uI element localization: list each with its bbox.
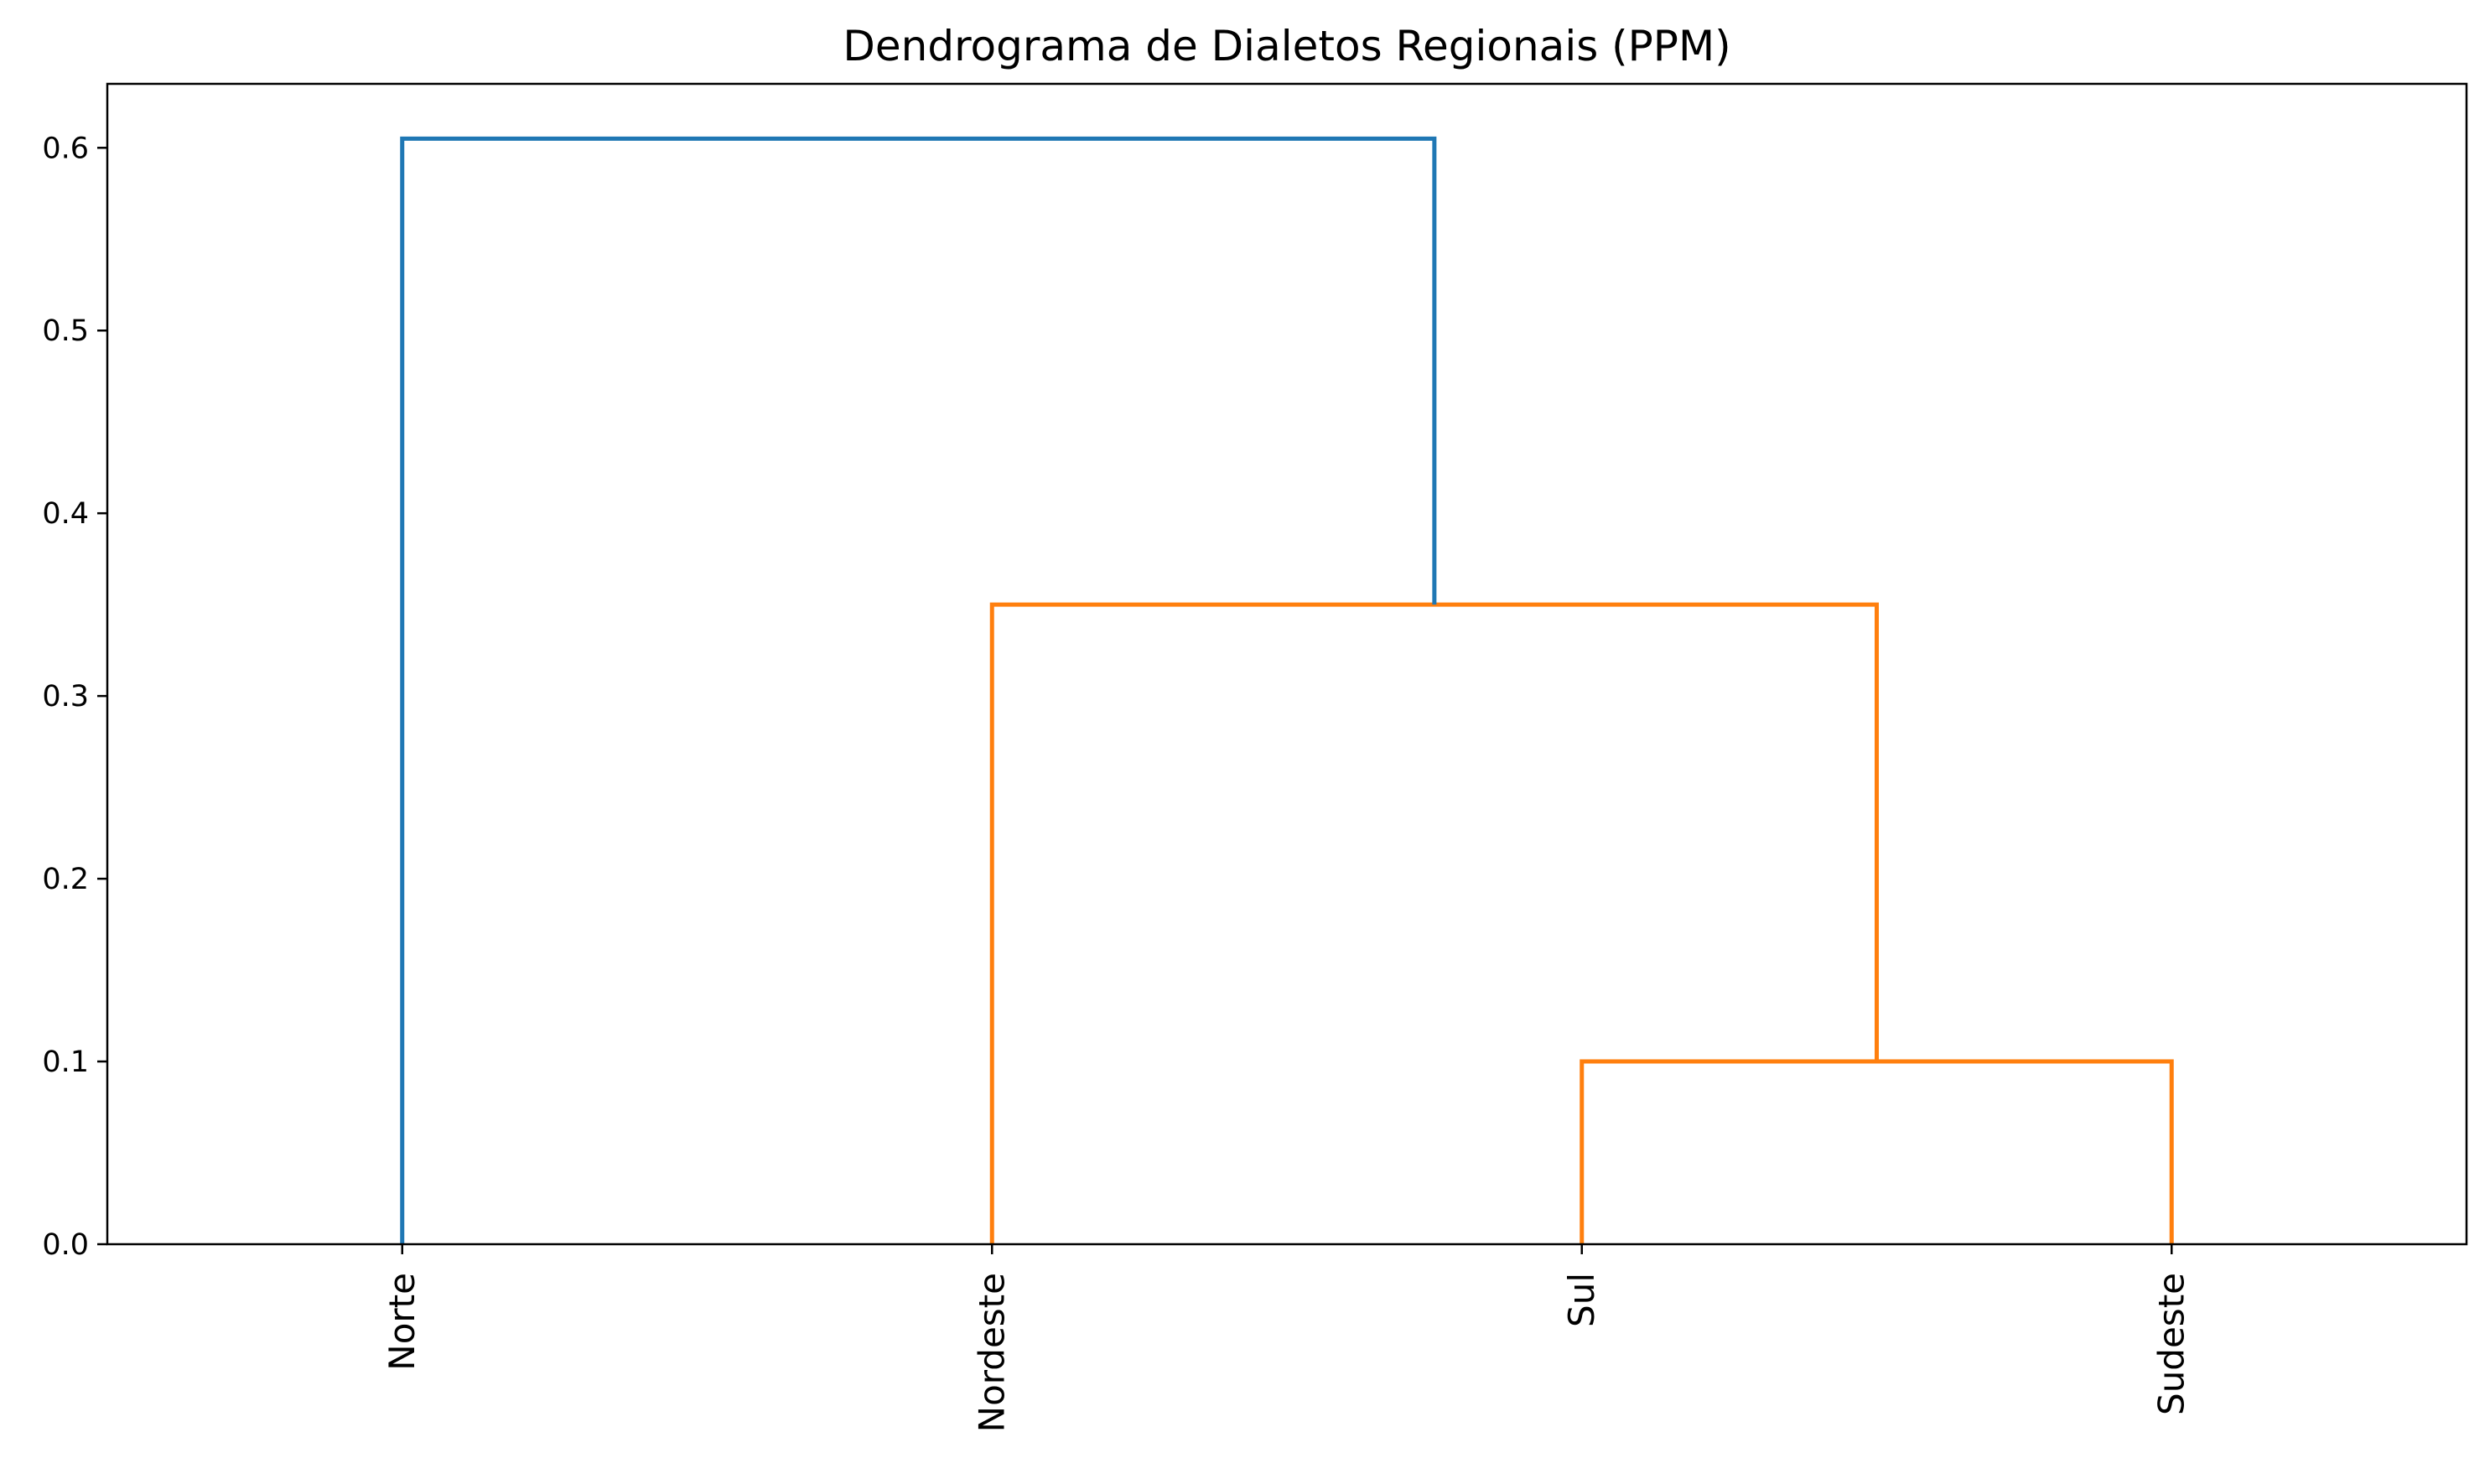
y-tick-label: 0.6 <box>42 132 89 165</box>
leaf-label-sudeste: Sudeste <box>2150 1273 2192 1415</box>
y-axis: 0.0 0.1 0.2 0.3 0.4 0.5 0.6 <box>42 132 107 1262</box>
dendrogram-links <box>400 136 2174 1244</box>
leaf-label-sul: Sul <box>1561 1273 1602 1327</box>
y-tick-label: 0.4 <box>42 497 89 531</box>
axes-frame <box>106 82 2468 1246</box>
leaf-label-nordeste: Nordeste <box>971 1273 1012 1432</box>
x-axis: Norte Nordeste Sul Sudeste <box>381 1244 2192 1432</box>
dendrogram-link-0 <box>1580 1059 2174 1244</box>
y-tick-label: 0.2 <box>42 863 89 896</box>
y-tick-label: 0.5 <box>42 314 89 348</box>
y-tick-label: 0.1 <box>42 1046 89 1079</box>
chart-title: Dendrograma de Dialetos Regionais (PPM) <box>843 22 1730 70</box>
y-tick-label: 0.0 <box>42 1228 89 1262</box>
leaf-label-norte: Norte <box>381 1273 423 1371</box>
y-tick-label: 0.3 <box>42 680 89 713</box>
dendrogram-link-2 <box>400 136 1437 1244</box>
